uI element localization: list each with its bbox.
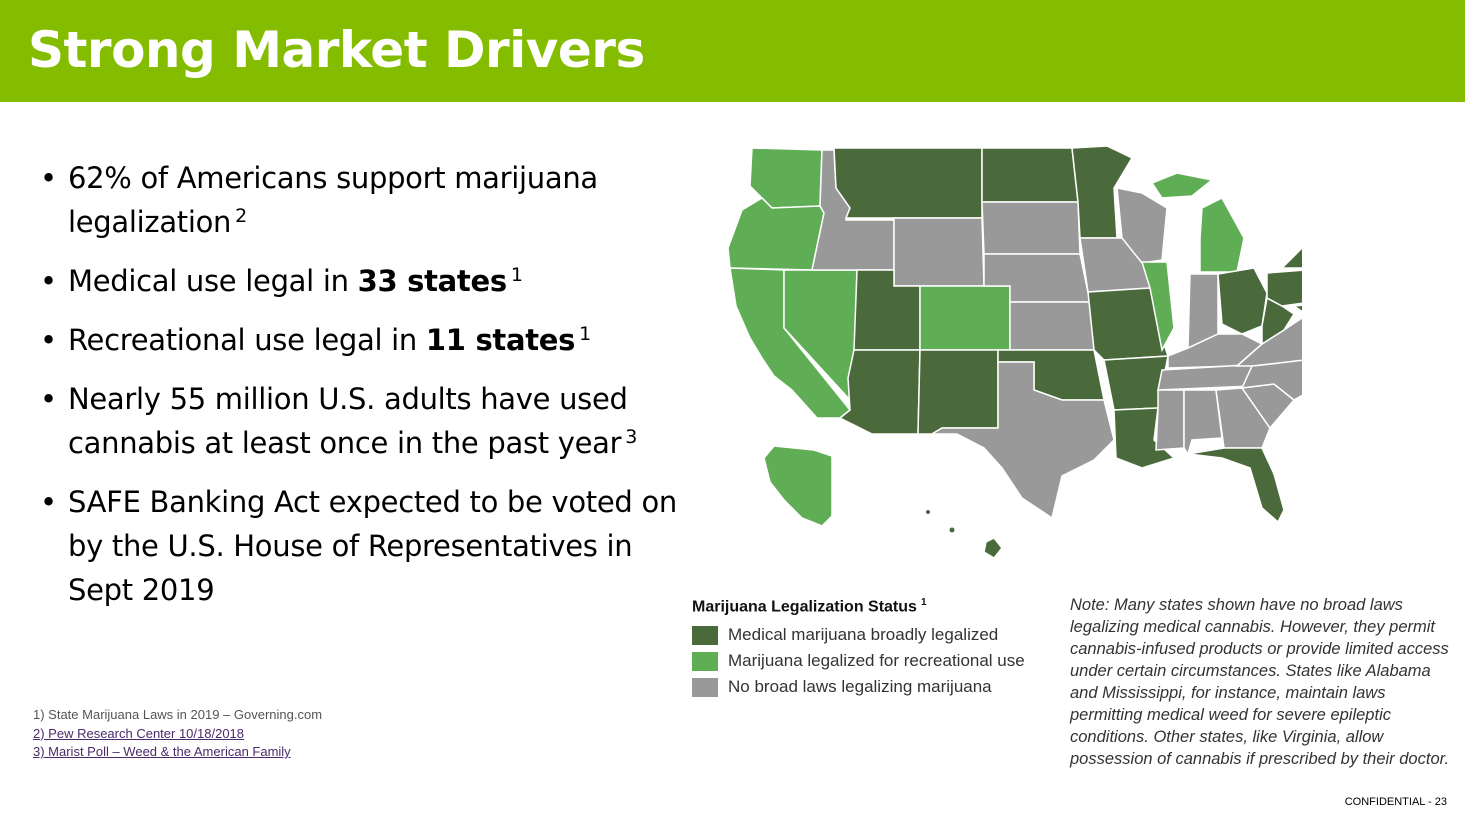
bullet-footnote: 2 (235, 205, 247, 227)
state-alaska (763, 445, 833, 527)
state-kentucky (1167, 333, 1264, 369)
legend-swatch (692, 651, 718, 671)
bullet-item: • Nearly 55 million U.S. adults have used… (40, 377, 680, 465)
legend-item-none: No broad laws legalizing marijuana (692, 674, 1062, 700)
state-maryland (1291, 304, 1302, 313)
map-legend: Marijuana Legalization Status 1 Medical m… (692, 592, 1062, 700)
bullet-footnote: 3 (625, 426, 638, 448)
bullet-text: Nearly 55 million U.S. adults have used … (68, 382, 628, 460)
state-north-dakota (981, 147, 1079, 203)
bullet-list: • 62% of Americans support marijuana lega… (40, 156, 680, 627)
legend-footnote: 1 (920, 597, 927, 608)
state-michigan (1199, 197, 1245, 273)
state-new-york (1280, 246, 1302, 269)
reference-1: 1) State Marijuana Laws in 2019 – Govern… (33, 707, 323, 722)
bullet-dot-icon: • (40, 485, 57, 519)
legend-label: Marijuana legalized for recreational use (728, 651, 1025, 670)
state-georgia (1215, 387, 1271, 449)
references: 1) State Marijuana Laws in 2019 – Govern… (33, 706, 322, 762)
legend-item-recreational: Marijuana legalized for recreational use (692, 648, 1062, 674)
confidential-footer: CONFIDENTIAL - 23 (1344, 796, 1447, 808)
state-colorado (919, 285, 1011, 351)
bullet-item: • Recreational use legal in 11 states 1 (40, 318, 680, 362)
bullet-dot-icon: • (40, 323, 57, 357)
title-bar: Strong Market Drivers (0, 0, 1465, 102)
legend-title: Marijuana Legalization Status 1 (692, 592, 1062, 616)
state-montana (833, 147, 983, 219)
state-texas (929, 361, 1115, 520)
bullet-text: SAFE Banking Act expected to be voted on… (68, 485, 677, 607)
slide-title: Strong Market Drivers (28, 21, 645, 79)
legend-label: No broad laws legalizing marijuana (728, 677, 992, 696)
legend-label: Medical marijuana broadly legalized (728, 625, 999, 644)
bullet-text: Medical use legal in (68, 264, 358, 298)
us-legalization-map (727, 145, 1302, 559)
bullet-text: Recreational use legal in (68, 323, 426, 357)
state-ohio (1217, 267, 1268, 335)
state-hawaii-island (926, 510, 930, 514)
bullet-dot-icon: • (40, 264, 57, 298)
state-wyoming (893, 217, 985, 287)
state-hawaii-island (949, 527, 955, 533)
bullet-item: • SAFE Banking Act expected to be voted o… (40, 480, 680, 612)
state-south-dakota (981, 201, 1081, 255)
state-arizona (838, 349, 921, 435)
state-north-carolina (1240, 359, 1302, 401)
legend-swatch (692, 677, 718, 697)
state-mississippi (1155, 389, 1185, 451)
state-minnesota (1071, 145, 1134, 239)
bullet-item: • Medical use legal in 33 states 1 (40, 259, 680, 303)
state-michigan-up (1150, 172, 1214, 199)
state-hawaii (983, 537, 1003, 559)
legend-swatch (692, 625, 718, 645)
state-pennsylvania (1266, 269, 1302, 307)
legend-item-medical: Medical marijuana broadly legalized (692, 622, 1062, 648)
map-note: Note: Many states shown have no broad la… (1070, 596, 1450, 768)
bullet-item: • 62% of Americans support marijuana lega… (40, 156, 680, 244)
bullet-text: 62% of Americans support marijuana legal… (68, 161, 598, 239)
legend-title-text: Marijuana Legalization Status (692, 598, 917, 616)
bullet-footnote: 1 (579, 323, 591, 345)
bullet-dot-icon: • (40, 382, 57, 416)
bullet-dot-icon: • (40, 161, 57, 195)
reference-link-3[interactable]: 3) Marist Poll – Weed & the American Fam… (33, 744, 291, 759)
bullet-bold: 33 states (357, 264, 508, 298)
state-new-mexico (917, 349, 999, 435)
bullet-footnote: 1 (510, 264, 523, 286)
state-illinois (1140, 261, 1175, 353)
reference-link-2[interactable]: 2) Pew Research Center 10/18/2018 (33, 725, 245, 741)
bullet-bold: 11 states (425, 323, 576, 357)
state-wisconsin (1116, 187, 1168, 264)
state-oregon (727, 197, 825, 271)
state-alabama (1183, 389, 1223, 456)
state-kansas (1009, 301, 1095, 351)
state-florida (1187, 447, 1285, 524)
